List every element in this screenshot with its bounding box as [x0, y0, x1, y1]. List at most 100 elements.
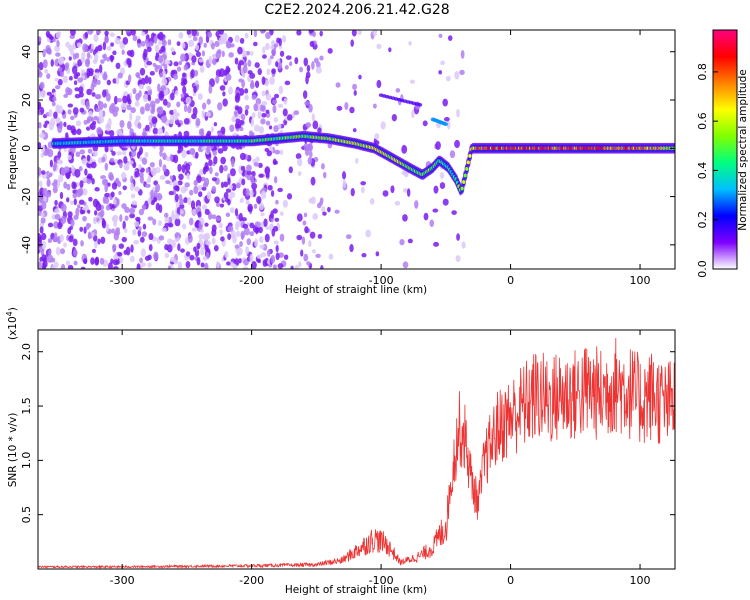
noise-speck: [157, 220, 162, 227]
noise-speck: [212, 149, 218, 156]
figure-title: C2E2.2024.206.21.42.G28: [264, 2, 449, 18]
noise-speck: [238, 212, 243, 222]
noise-speck: [358, 74, 362, 80]
noise-speck: [372, 103, 377, 109]
noise-speck: [184, 163, 191, 172]
noise-speck: [57, 124, 63, 134]
noise-speck: [196, 257, 201, 266]
noise-speck: [191, 227, 197, 232]
noise-speck: [168, 119, 175, 125]
noise-speck: [299, 66, 304, 73]
noise-speck: [254, 238, 259, 247]
noise-speck: [310, 176, 316, 186]
noise-speck: [135, 72, 141, 78]
noise-speck: [395, 88, 401, 93]
noise-speck: [312, 31, 316, 38]
noise-speck: [42, 59, 48, 69]
noise-speck: [85, 222, 90, 231]
noise-speck: [234, 258, 240, 267]
noise-speck: [161, 70, 166, 79]
noise-speck: [201, 110, 205, 119]
noise-speck: [51, 101, 56, 107]
noise-speck: [138, 226, 142, 232]
spectrogram-x-axis-label: Height of straight line (km): [285, 284, 427, 296]
noise-speck: [148, 244, 153, 252]
noise-speck: [179, 198, 184, 206]
noise-speck: [286, 114, 293, 121]
noise-speck: [62, 75, 68, 84]
noise-speck: [54, 199, 58, 206]
noise-speck: [275, 61, 279, 68]
noise-speck: [277, 263, 284, 269]
noise-speck: [391, 113, 397, 122]
noise-speck: [193, 179, 198, 186]
noise-speck: [139, 175, 145, 184]
noise-speck: [100, 236, 106, 244]
noise-speck: [261, 112, 267, 118]
noise-speck: [285, 55, 292, 60]
noise-speck: [305, 122, 312, 128]
noise-speck: [258, 162, 263, 169]
noise-speck: [38, 236, 43, 243]
noise-speck: [104, 145, 109, 153]
noise-speck: [70, 125, 76, 134]
noise-speck: [175, 90, 179, 96]
noise-speck: [76, 128, 82, 135]
noise-speck: [200, 262, 205, 268]
noise-speck: [217, 102, 223, 111]
noise-speck: [47, 254, 54, 263]
noise-speck: [115, 227, 121, 232]
noise-speck: [241, 72, 246, 79]
noise-speck: [406, 188, 411, 197]
noise-speck: [189, 189, 194, 196]
noise-speck: [459, 69, 465, 75]
noise-speck: [48, 109, 53, 117]
noise-speck: [119, 214, 123, 222]
noise-speck: [439, 182, 446, 189]
noise-speck: [48, 122, 54, 131]
noise-speck: [63, 181, 68, 189]
noise-speck: [219, 85, 226, 91]
colorbar-tick-label: 0.2: [696, 211, 709, 229]
noise-speck: [53, 179, 58, 184]
noise-speck: [109, 32, 115, 38]
noise-speck: [461, 241, 466, 249]
noise-speck: [255, 156, 260, 162]
noise-speck: [142, 223, 147, 230]
noise-speck: [181, 164, 186, 174]
noise-speck: [132, 87, 137, 95]
noise-speck: [311, 61, 315, 70]
noise-speck: [320, 265, 324, 269]
noise-speck: [81, 209, 86, 215]
noise-speck: [158, 92, 164, 101]
noise-speck: [256, 196, 262, 204]
noise-speck: [124, 227, 128, 233]
noise-speck: [128, 74, 132, 83]
noise-speck: [270, 210, 274, 219]
noise-speck: [312, 120, 319, 130]
noise-speck: [96, 127, 103, 135]
noise-speck: [95, 46, 99, 53]
noise-speck: [91, 232, 95, 238]
noise-speck: [251, 182, 258, 190]
noise-speck: [146, 85, 152, 91]
noise-speck: [66, 183, 71, 191]
noise-speck: [38, 62, 44, 71]
noise-speck: [306, 261, 311, 266]
noise-speck: [250, 118, 255, 127]
noise-speck: [245, 246, 249, 255]
noise-speck: [229, 207, 235, 214]
noise-speck: [109, 174, 114, 181]
noise-speck: [215, 50, 222, 59]
spectrogram-x-tick-label: 0: [507, 274, 514, 287]
noise-speck: [134, 186, 140, 192]
noise-speck: [168, 222, 174, 228]
noise-speck: [147, 175, 152, 183]
noise-speck: [87, 148, 93, 154]
noise-speck: [54, 232, 58, 241]
noise-speck: [315, 66, 322, 74]
noise-speck: [249, 72, 256, 79]
noise-speck: [130, 30, 136, 36]
noise-speck: [229, 191, 236, 199]
noise-speck: [120, 172, 127, 180]
